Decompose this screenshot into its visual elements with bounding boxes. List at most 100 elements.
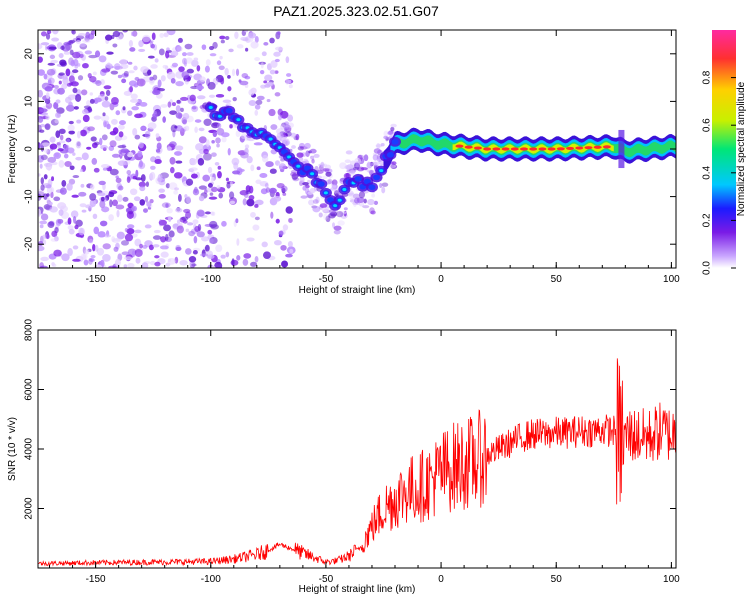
noise-blob	[68, 228, 75, 235]
noise-blob	[311, 158, 315, 164]
noise-blob	[159, 33, 165, 39]
noise-blob	[332, 222, 336, 228]
noise-blob	[185, 228, 190, 233]
noise-blob	[336, 211, 344, 218]
noise-blob	[383, 135, 389, 140]
noise-blob	[111, 153, 121, 158]
noise-blob	[375, 144, 383, 148]
noise-blob	[118, 131, 124, 138]
noise-blob	[225, 251, 230, 258]
noise-blob	[39, 262, 44, 268]
noise-blob	[44, 123, 51, 131]
noise-blob	[155, 133, 160, 138]
ridge-blob-peak	[296, 164, 301, 168]
noise-blob	[248, 195, 255, 201]
noise-blob	[227, 86, 232, 92]
x-tick-label: -100	[201, 574, 221, 585]
noise-blob	[165, 50, 170, 59]
noise-blob	[79, 53, 84, 59]
noise-blob	[40, 256, 49, 262]
noise-blob	[243, 192, 249, 199]
spectrogram-y-label: Frequency (Hz)	[7, 115, 18, 184]
noise-blob	[295, 133, 300, 141]
noise-blob	[40, 184, 45, 191]
noise-blob	[322, 168, 330, 172]
noise-blob	[194, 225, 201, 233]
noise-blob	[321, 207, 328, 213]
noise-blob	[355, 162, 359, 170]
noise-blob	[124, 233, 134, 242]
noise-blob	[45, 115, 50, 121]
noise-blob	[235, 130, 241, 138]
noise-blob	[312, 205, 321, 213]
noise-blob	[245, 47, 249, 52]
noise-blob	[152, 235, 162, 240]
snr-x-label: Height of straight line (km)	[299, 584, 416, 595]
noise-blob	[138, 48, 146, 53]
noise-blob	[158, 219, 167, 226]
noise-blob	[215, 94, 225, 98]
noise-blob	[132, 128, 138, 136]
noise-blob	[151, 32, 156, 41]
noise-blob	[344, 159, 351, 164]
noise-blob	[219, 55, 223, 60]
chart-title: PAZ1.2025.323.02.51.G07	[273, 3, 439, 19]
ridge-blob-peak	[323, 191, 328, 195]
ridge-peak	[483, 147, 492, 151]
noise-blob	[277, 31, 281, 36]
noise-blob	[72, 51, 81, 59]
noise-blob	[166, 208, 173, 214]
noise-blob	[168, 230, 175, 238]
noise-blob	[217, 165, 222, 170]
noise-blob	[58, 72, 65, 76]
noise-blob	[328, 212, 336, 219]
ridge-band-yellow	[452, 141, 614, 154]
noise-blob	[274, 46, 284, 51]
noise-blob	[78, 227, 84, 236]
noise-blob	[265, 161, 274, 168]
noise-blob	[58, 159, 65, 168]
noise-blob	[196, 209, 205, 217]
x-tick-label: 50	[551, 274, 563, 285]
noise-blob	[224, 67, 229, 76]
noise-blob	[193, 57, 199, 61]
noise-blob	[82, 39, 91, 43]
noise-blob	[278, 114, 283, 121]
noise-blob	[208, 196, 218, 200]
noise-blob	[175, 160, 183, 164]
noise-blob	[261, 241, 268, 248]
noise-blob	[288, 79, 292, 84]
noise-blob	[273, 195, 282, 202]
noise-blob	[63, 144, 70, 151]
ridge-peak	[501, 147, 510, 151]
noise-blob	[109, 199, 113, 208]
noise-blob	[152, 112, 158, 119]
noise-blob	[216, 185, 221, 190]
noise-blob	[102, 243, 111, 250]
noise-blob	[291, 173, 299, 180]
noise-blob	[302, 185, 307, 191]
noise-blob	[380, 143, 385, 147]
noise-blob	[154, 58, 159, 63]
noise-blob	[117, 194, 123, 203]
noise-blob	[254, 199, 264, 206]
noise-blob	[250, 164, 255, 172]
noise-blob	[207, 229, 213, 235]
noise-blob	[40, 31, 47, 37]
noise-blob	[212, 131, 218, 138]
noise-blob	[81, 209, 87, 213]
noise-blob	[160, 251, 169, 258]
noise-blob	[160, 104, 168, 108]
noise-blob	[88, 54, 98, 59]
colorbar: 0.0 0.2 0.4 0.6 0.8 Normalized spectral ampl…	[702, 30, 747, 275]
noise-blob	[211, 152, 217, 157]
noise-blob	[188, 256, 197, 263]
noise-blob	[55, 99, 61, 104]
noise-blob	[186, 196, 191, 204]
noise-blob	[71, 30, 76, 35]
noise-blob	[100, 144, 108, 150]
noise-blob	[142, 34, 151, 43]
noise-blob	[280, 244, 287, 251]
noise-blob	[229, 124, 233, 129]
noise-blob	[240, 133, 248, 140]
